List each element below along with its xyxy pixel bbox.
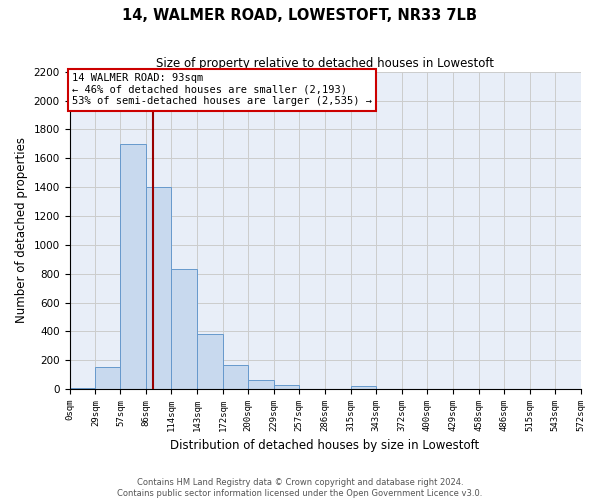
Text: 14 WALMER ROAD: 93sqm
← 46% of detached houses are smaller (2,193)
53% of semi-d: 14 WALMER ROAD: 93sqm ← 46% of detached … bbox=[72, 74, 372, 106]
Text: Contains HM Land Registry data © Crown copyright and database right 2024.
Contai: Contains HM Land Registry data © Crown c… bbox=[118, 478, 482, 498]
Bar bbox=[223, 366, 248, 389]
Bar bbox=[172, 270, 197, 389]
Bar bbox=[70, 388, 95, 389]
Bar bbox=[95, 367, 121, 389]
Bar bbox=[248, 380, 274, 389]
Title: Size of property relative to detached houses in Lowestoft: Size of property relative to detached ho… bbox=[156, 58, 494, 70]
Bar bbox=[197, 334, 223, 389]
Bar bbox=[121, 144, 146, 389]
X-axis label: Distribution of detached houses by size in Lowestoft: Distribution of detached houses by size … bbox=[170, 440, 479, 452]
Bar bbox=[146, 187, 172, 389]
Text: 14, WALMER ROAD, LOWESTOFT, NR33 7LB: 14, WALMER ROAD, LOWESTOFT, NR33 7LB bbox=[122, 8, 478, 22]
Y-axis label: Number of detached properties: Number of detached properties bbox=[15, 138, 28, 324]
Bar bbox=[351, 386, 376, 389]
Bar bbox=[274, 385, 299, 389]
